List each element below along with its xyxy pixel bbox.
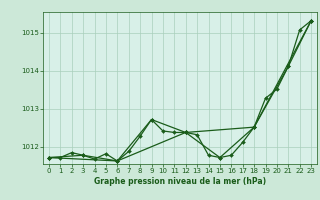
X-axis label: Graphe pression niveau de la mer (hPa): Graphe pression niveau de la mer (hPa) [94, 177, 266, 186]
